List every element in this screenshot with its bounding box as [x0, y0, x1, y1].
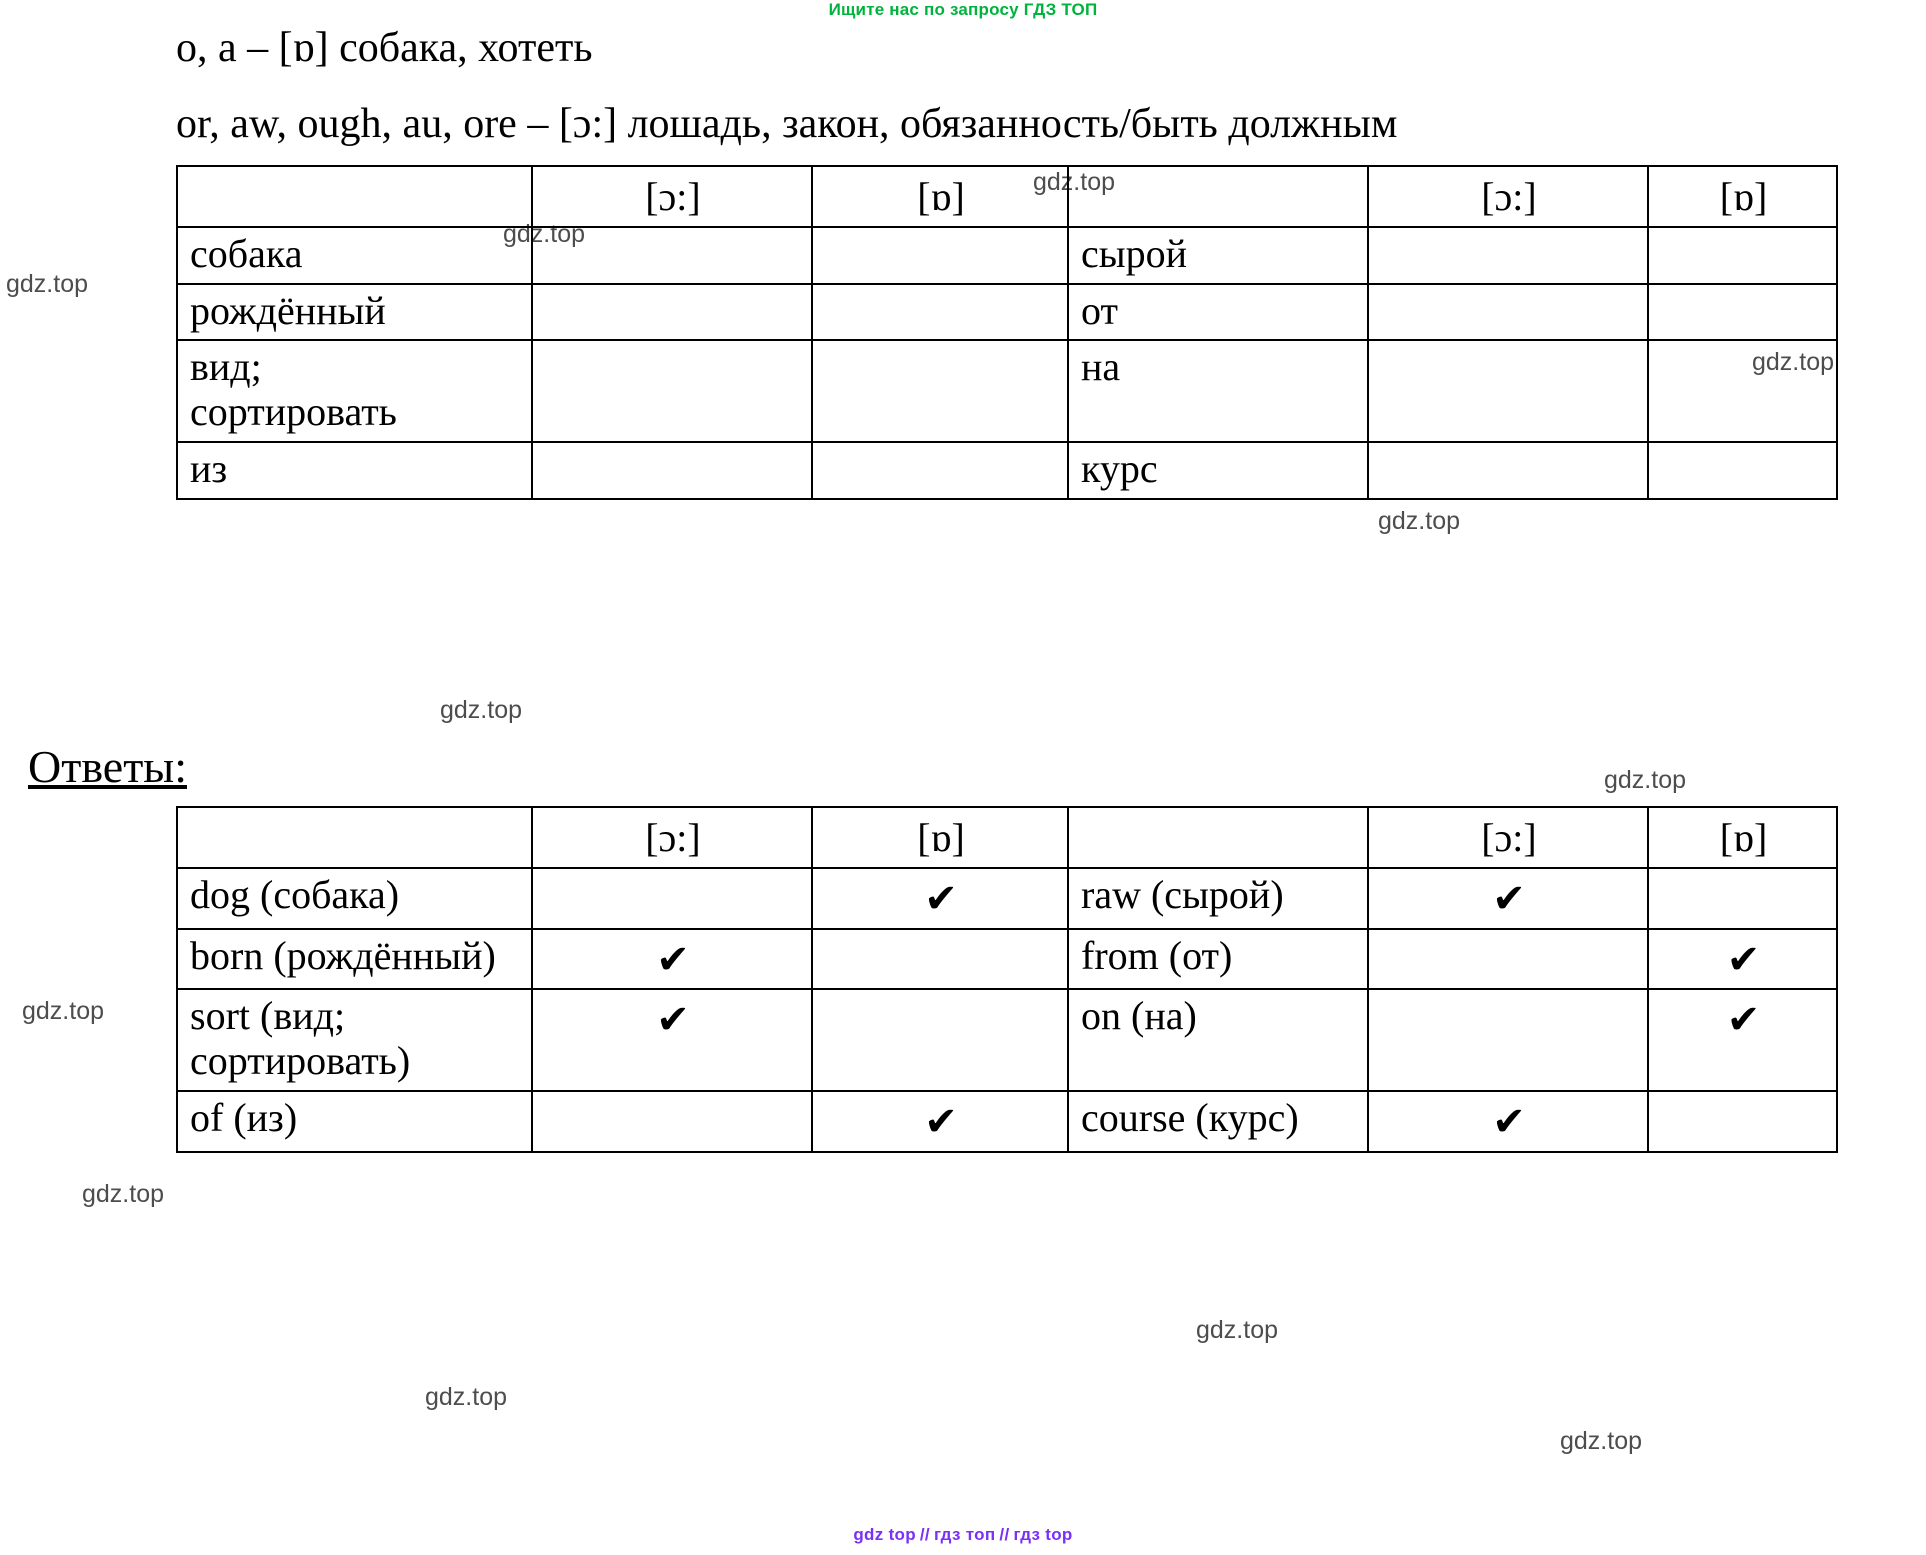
answer-mark-cell: ✔	[531, 927, 813, 991]
header-cell-blank-left	[176, 165, 533, 228]
word-cell-left: из	[176, 440, 533, 500]
checkbox-cell[interactable]	[531, 440, 813, 500]
answer-mark-cell: ✔	[1647, 988, 1838, 1092]
watermark: gdz.top	[425, 1383, 508, 1411]
header-cell-blank-right	[1067, 806, 1369, 869]
header-cell-ipa-o-right: [ɒ]	[1647, 165, 1838, 228]
watermark: gdz.top	[1560, 1427, 1643, 1455]
checkbox-cell[interactable]	[1647, 339, 1838, 443]
table-row: born (рождённый) ✔ from (от) ✔	[176, 927, 1838, 991]
word-cell-right: from (от)	[1067, 927, 1369, 991]
checkbox-cell[interactable]	[1647, 225, 1838, 285]
checkbox-cell[interactable]	[811, 282, 1069, 342]
checkbox-cell[interactable]	[531, 339, 813, 443]
table-row: of (из) ✔ course (курс) ✔	[176, 1089, 1838, 1153]
header-cell-blank-left	[176, 806, 533, 869]
watermark: gdz.top	[22, 997, 105, 1025]
table-row: из курс	[176, 440, 1838, 500]
table-row: вид; сортировать на	[176, 339, 1838, 443]
word-cell-right: сырой	[1067, 225, 1369, 285]
header-cell-ipa-o-left: [ɒ]	[811, 806, 1069, 869]
answer-mark-cell: ✔	[1647, 927, 1838, 991]
answer-mark-cell	[811, 988, 1069, 1092]
word-cell-left: рождённый	[176, 282, 533, 342]
word-cell-left: sort (вид; сортировать)	[176, 988, 533, 1092]
footer-link-2[interactable]: гдз топ	[933, 1525, 996, 1544]
answer-mark-cell	[811, 927, 1069, 991]
checkbox-cell[interactable]	[811, 339, 1069, 443]
answer-mark-cell: ✔	[531, 988, 813, 1092]
answer-mark-cell	[531, 1089, 813, 1153]
answers-heading: Ответы:	[28, 741, 187, 792]
word-cell-right: курс	[1067, 440, 1369, 500]
footer-links: gdz top//гдз топ//гдз top	[0, 1525, 1926, 1545]
table-header-row: [ɔ:] [ɒ] [ɔ:] [ɒ]	[176, 806, 1838, 869]
header-cell-ipa-or-right: [ɔ:]	[1367, 806, 1649, 869]
table-row: рождённый от	[176, 282, 1838, 342]
checkbox-cell[interactable]	[531, 282, 813, 342]
footer-link-1[interactable]: gdz top	[853, 1525, 916, 1544]
word-cell-left: of (из)	[176, 1089, 533, 1153]
exercise-table: [ɔ:] [ɒ] [ɔ:] [ɒ] собака сырой рождённый…	[176, 165, 1838, 500]
header-cell-ipa-or-left: [ɔ:]	[531, 165, 813, 228]
word-cell-left: вид; сортировать	[176, 339, 533, 443]
footer-link-3[interactable]: гдз top	[1013, 1525, 1073, 1544]
footer-separator-1: //	[919, 1525, 930, 1544]
table-row: собака сырой	[176, 225, 1838, 285]
table-header-row: [ɔ:] [ɒ] [ɔ:] [ɒ]	[176, 165, 1838, 228]
answer-mark-cell	[531, 866, 813, 930]
answer-mark-cell: ✔	[811, 1089, 1069, 1153]
watermark: gdz.top	[6, 270, 89, 298]
word-cell-left-line1: вид;	[190, 344, 262, 390]
header-cell-ipa-o-left: [ɒ]	[811, 165, 1069, 228]
checkbox-cell[interactable]	[531, 225, 813, 285]
footer-separator-2: //	[999, 1525, 1010, 1544]
header-cell-ipa-or-right: [ɔ:]	[1367, 165, 1649, 228]
checkbox-cell[interactable]	[1647, 282, 1838, 342]
table-row: sort (вид; сортировать) ✔ on (на) ✔	[176, 988, 1838, 1092]
table-row: dog (собака) ✔ raw (сырой) ✔	[176, 866, 1838, 930]
answers-table: [ɔ:] [ɒ] [ɔ:] [ɒ] dog (собака) ✔ raw (сы…	[176, 806, 1838, 1153]
answer-mark-cell	[1647, 1089, 1838, 1153]
word-cell-left: собака	[176, 225, 533, 285]
site-promo-banner: Ищите нас по запросу ГДЗ ТОП	[828, 0, 1098, 19]
checkbox-cell[interactable]	[1647, 440, 1838, 500]
answer-mark-cell	[1367, 988, 1649, 1092]
checkbox-cell[interactable]	[811, 440, 1069, 500]
word-cell-right: на	[1067, 339, 1369, 443]
word-cell-right: от	[1067, 282, 1369, 342]
checkbox-cell[interactable]	[1367, 225, 1649, 285]
header-cell-ipa-o-right: [ɒ]	[1647, 806, 1838, 869]
watermark: gdz.top	[440, 696, 523, 724]
word-cell-right: on (на)	[1067, 988, 1369, 1092]
checkbox-cell[interactable]	[1367, 282, 1649, 342]
answer-mark-cell: ✔	[1367, 1089, 1649, 1153]
rule-line-o-a: o, a – [ɒ] собака, хотеть	[176, 25, 593, 71]
word-cell-right: raw (сырой)	[1067, 866, 1369, 930]
word-cell-right: course (курс)	[1067, 1089, 1369, 1153]
checkbox-cell[interactable]	[1367, 440, 1649, 500]
answer-mark-cell	[1367, 927, 1649, 991]
word-cell-left: dog (собака)	[176, 866, 533, 930]
answer-mark-cell: ✔	[811, 866, 1069, 930]
answer-mark-cell: ✔	[1367, 866, 1649, 930]
answer-mark-cell	[1647, 866, 1838, 930]
word-cell-left-line2: сортировать	[190, 389, 397, 435]
checkbox-cell[interactable]	[1367, 339, 1649, 443]
watermark: gdz.top	[1604, 766, 1687, 794]
rule-line-or-aw: or, aw, ough, au, ore – [ɔ:] лошадь, зак…	[176, 101, 1398, 147]
word-cell-left: born (рождённый)	[176, 927, 533, 991]
watermark: gdz.top	[1196, 1316, 1279, 1344]
watermark: gdz.top	[1378, 507, 1461, 535]
header-cell-ipa-or-left: [ɔ:]	[531, 806, 813, 869]
checkbox-cell[interactable]	[811, 225, 1069, 285]
watermark: gdz.top	[82, 1180, 165, 1208]
header-cell-blank-right	[1067, 165, 1369, 228]
